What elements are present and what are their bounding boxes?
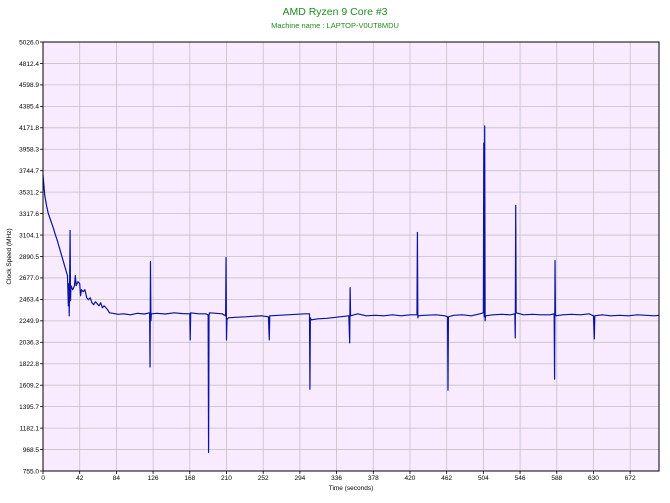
x-tick-label: 378	[368, 475, 379, 482]
x-tick-label: 84	[113, 475, 121, 482]
x-tick-label: 126	[148, 475, 159, 482]
y-tick-label: 4171.8	[19, 125, 39, 132]
y-axis-label: Clock Speed (MHz)	[6, 228, 13, 284]
y-tick-label: 1395.7	[19, 404, 39, 411]
y-tick-label: 1609.2	[19, 383, 39, 390]
y-tick-label: 3317.6	[19, 211, 39, 218]
y-tick-label: 4812.4	[19, 61, 39, 68]
y-tick-label: 3104.1	[19, 232, 39, 239]
y-tick-label: 1182.1	[20, 425, 40, 432]
y-tick-label: 4385.4	[19, 104, 39, 111]
y-tick-label: 2677.0	[19, 275, 39, 282]
x-tick-label: 546	[515, 475, 526, 482]
y-tick-label: 3744.7	[19, 168, 39, 175]
x-tick-label: 504	[478, 475, 489, 482]
x-tick-label: 672	[625, 475, 636, 482]
y-tick-label: 3531.2	[19, 189, 39, 196]
y-tick-label: 2463.4	[19, 297, 39, 304]
y-tick-label: 5026.0	[19, 39, 39, 46]
x-tick-label: 630	[588, 475, 599, 482]
chart-title: AMD Ryzen 9 Core #3	[282, 6, 387, 18]
x-tick-label: 0	[41, 475, 45, 482]
x-tick-label: 588	[551, 475, 562, 482]
y-tick-label: 968.5	[23, 447, 40, 454]
x-tick-label: 420	[405, 475, 416, 482]
y-tick-label: 755.0	[23, 468, 40, 475]
x-tick-label: 462	[441, 475, 452, 482]
x-tick-label: 168	[184, 475, 195, 482]
y-tick-label: 2036.3	[19, 340, 39, 347]
x-tick-label: 252	[258, 475, 269, 482]
x-axis-label: Time (seconds)	[329, 485, 374, 492]
x-tick-label: 294	[294, 475, 305, 482]
y-tick-label: 3958.3	[19, 147, 39, 154]
series-line-0	[42, 125, 660, 454]
y-tick-label: 1822.8	[19, 361, 39, 368]
y-tick-label: 2249.9	[19, 318, 39, 325]
x-tick-label: 336	[331, 475, 342, 482]
y-tick-label: 2890.5	[19, 254, 39, 261]
x-tick-label: 210	[221, 475, 232, 482]
chart-subtitle: Machine name : LAPTOP-V0UT8MDU	[271, 21, 399, 30]
y-tick-label: 4598.9	[19, 82, 39, 89]
x-tick-label: 42	[76, 475, 84, 482]
